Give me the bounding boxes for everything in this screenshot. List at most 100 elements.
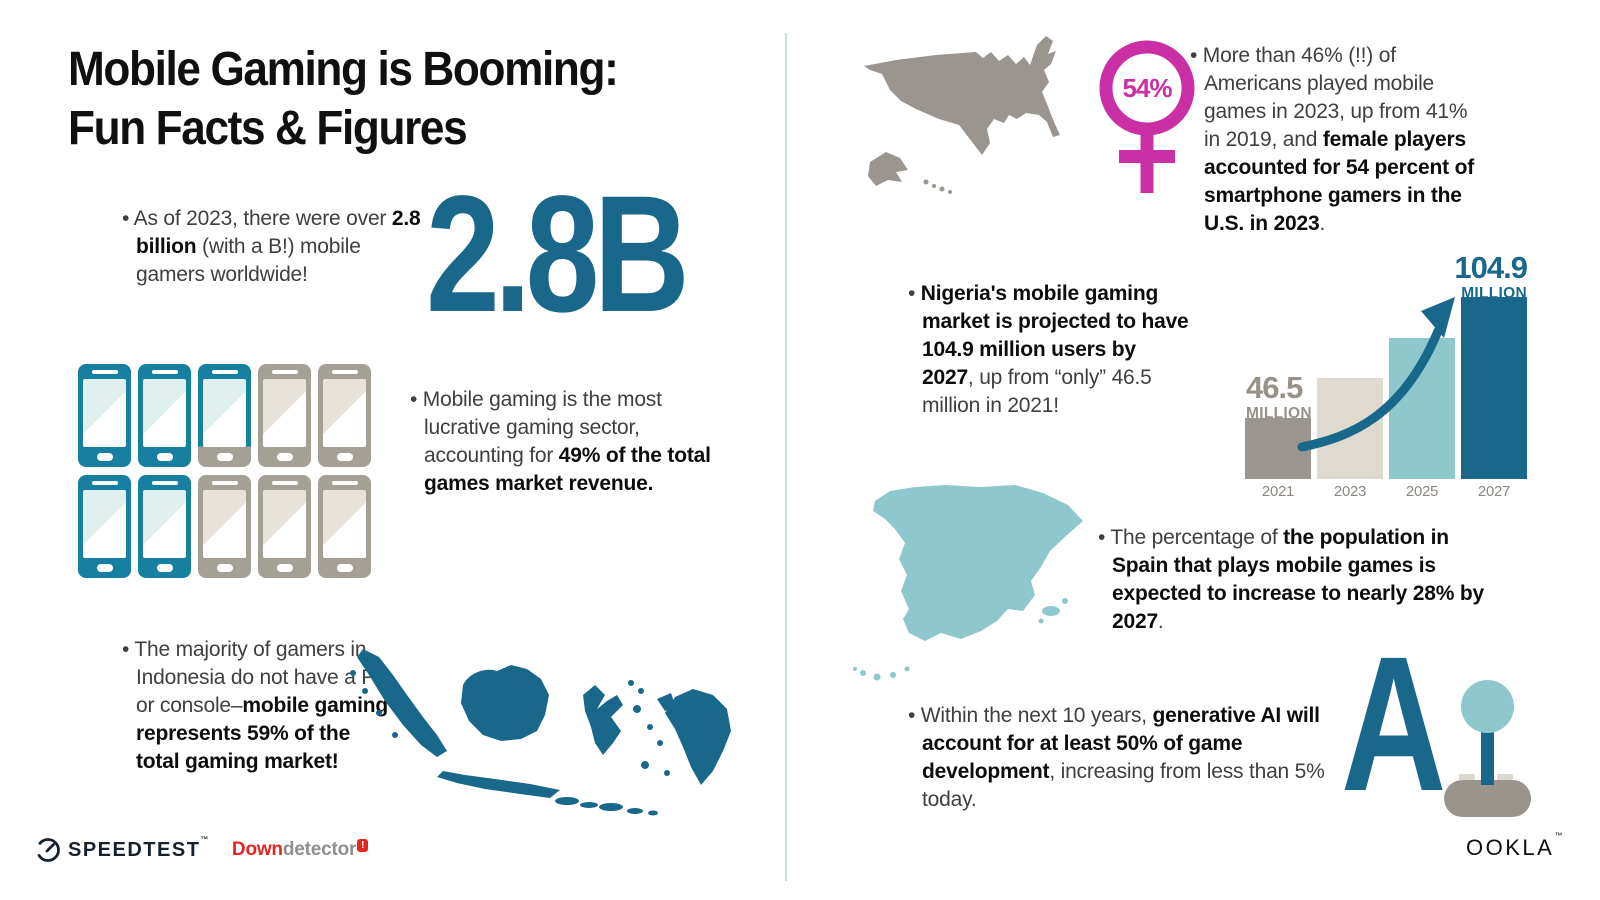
joystick-base — [1444, 780, 1531, 817]
fact-spain-pre: The percentage of — [1110, 526, 1284, 549]
phone-screen — [203, 490, 246, 558]
fact-ai-pre: Within the next 10 years, — [920, 704, 1153, 727]
phone-home — [276, 564, 293, 572]
downdetector-detector: detector — [282, 839, 357, 860]
phone-home — [216, 453, 233, 461]
fact-gamers-pre: As of 2023, there were over — [133, 207, 392, 230]
spain-map — [853, 485, 1083, 681]
fact-revenue-pre: Mobile gaming is the most lucrative gami… — [422, 388, 662, 467]
center-divider — [785, 33, 787, 881]
bar-2027 — [1461, 297, 1527, 479]
phone-screen — [263, 379, 306, 447]
page-title: Mobile Gaming is Booming: Fun Facts & Fi… — [68, 40, 619, 158]
axis-tick-2021: 2021 — [1261, 483, 1295, 500]
ookla-tm: ™ — [1554, 831, 1565, 840]
phone-speaker — [331, 481, 358, 485]
phone-row — [78, 475, 371, 578]
chart-label-2021: 46.5 MILLION — [1246, 372, 1312, 422]
fact-nigeria-post: , up from “only” 46.5 million in 2021! — [922, 366, 1152, 417]
phones-pictograph — [78, 364, 371, 578]
footer-brands: SPEEDTEST™ Downdetector! — [35, 835, 369, 863]
phone-home — [336, 564, 353, 572]
us-map — [864, 36, 1060, 194]
joystick-stick — [1481, 730, 1494, 785]
fact-ai-bold: generative AI will account for at least … — [922, 704, 1320, 783]
bullet-marker: • — [908, 704, 916, 727]
phone-screen — [263, 490, 306, 558]
fact-us-post: . — [1319, 212, 1326, 235]
phone-home — [336, 453, 353, 461]
speedtest-logo: SPEEDTEST™ — [35, 835, 210, 863]
female-badge-54: 54% — [1122, 73, 1172, 103]
fact-revenue: • Mobile gaming is the most lucrative ga… — [410, 386, 724, 498]
fact-nigeria: • Nigeria's mobile gaming market is proj… — [908, 280, 1190, 420]
fact-revenue-bold: 49% of the total games market revenue. — [424, 444, 711, 495]
speedtest-text: SPEEDTEST — [68, 838, 201, 861]
bullet-marker: • — [908, 282, 916, 305]
phone-home — [216, 564, 233, 572]
page-title-line2: Fun Facts & Figures — [68, 102, 468, 155]
fact-spain-bold: the population in Spain that plays mobil… — [1112, 526, 1484, 633]
bullet-marker: • — [1190, 44, 1198, 67]
phone-screen — [143, 379, 186, 447]
speedtest-tm: ™ — [200, 834, 210, 844]
phone-icon-teal — [138, 475, 191, 578]
phone-home — [96, 564, 113, 572]
chart-label-2021-unit: MILLION — [1246, 405, 1312, 422]
axis-tick-2025: 2025 — [1405, 483, 1439, 500]
fact-generative-ai: • Within the next 10 years, generative A… — [908, 702, 1326, 814]
phone-speaker — [331, 370, 358, 374]
fact-gamers-post: (with a B!) mobile gamers worldwide! — [136, 235, 361, 286]
page-title-line1: Mobile Gaming is Booming: — [68, 43, 619, 96]
phone-icon-gray — [318, 364, 371, 467]
phone-screen — [83, 490, 126, 558]
phone-home — [96, 453, 113, 461]
phone-speaker — [211, 370, 238, 374]
indonesia-papua — [665, 689, 731, 785]
ai-letter-a: A — [1341, 616, 1447, 831]
phone-speaker — [271, 370, 298, 374]
fact-indonesia: • The majority of gamers in Indonesia do… — [122, 636, 394, 776]
phone-speaker — [91, 481, 118, 485]
fact-gamers-bold: 2.8 billion — [136, 207, 421, 258]
axis-tick-2023: 2023 — [1333, 483, 1367, 500]
chart-label-2027-value: 104.9 — [1454, 250, 1528, 285]
fact-gamers-worldwide: • As of 2023, there were over 2.8 billio… — [122, 205, 428, 289]
phone-icon-gray — [198, 475, 251, 578]
big-stat-2-8b: 2.8B — [426, 162, 690, 347]
chart-x-axis: 2021 2023 2025 2027 — [1245, 483, 1527, 500]
downdetector-logo: Downdetector! — [232, 839, 369, 861]
speedtest-gauge-icon — [36, 838, 60, 862]
bullet-marker: • — [410, 388, 418, 411]
speedtest-wordmark: SPEEDTEST™ — [68, 835, 210, 862]
indonesia-map — [350, 649, 731, 816]
downdetector-badge-icon: ! — [357, 839, 369, 852]
phone-screen — [83, 379, 126, 447]
chart-label-2027: 104.9 MILLION — [1395, 250, 1528, 302]
bullet-marker: • — [1098, 526, 1106, 549]
growth-arrow-icon — [1297, 297, 1455, 452]
phone-icon-teal — [138, 364, 191, 467]
fact-spain-post: . — [1157, 610, 1164, 633]
phone-screen — [203, 379, 246, 447]
phone-speaker — [151, 370, 178, 374]
joystick-button — [1459, 774, 1475, 780]
chart-label-2021-value: 46.5 — [1246, 370, 1303, 405]
fact-us-pre: More than 46% (!!) of Americans played m… — [1202, 44, 1468, 151]
indonesia-java — [437, 771, 560, 798]
ookla-wordmark: OOKLA — [1466, 835, 1555, 860]
bullet-marker: • — [122, 207, 130, 230]
phone-icon-teal — [78, 364, 131, 467]
female-symbol-icon: 54% — [1099, 40, 1195, 193]
joystick-button — [1497, 774, 1513, 780]
phone-speaker — [151, 481, 178, 485]
spain-mainland — [873, 485, 1083, 641]
phone-speaker — [211, 481, 238, 485]
fact-spain: • The percentage of the population in Sp… — [1098, 524, 1500, 636]
ai-joystick-graphic: A — [1335, 628, 1535, 820]
indonesia-borneo — [461, 665, 549, 741]
bullet-marker: • — [122, 638, 130, 661]
us-alaska — [868, 152, 908, 186]
fact-ai-post: , increasing from less than 5% today. — [922, 760, 1325, 811]
